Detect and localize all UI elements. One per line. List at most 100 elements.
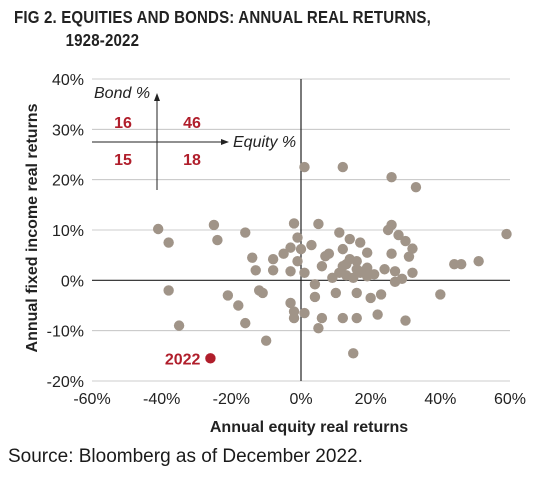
data-point [208, 219, 220, 231]
data-point [288, 312, 300, 324]
axes [92, 79, 510, 381]
data-point [295, 243, 307, 255]
y-tick-label: -20% [47, 374, 84, 391]
x-tick-label: 20% [355, 391, 387, 408]
data-point [435, 289, 446, 300]
inset-count-top-left: 16 [114, 115, 132, 132]
y-tick-label: -10% [47, 324, 84, 341]
x-tick-label: 0% [289, 391, 312, 408]
y-tick-label: 40% [52, 72, 84, 89]
inset-count-bottom-left: 15 [114, 152, 132, 169]
quadrant-inset: Bond % Equity % 16 46 15 18 [92, 85, 296, 190]
y-tick-label: 10% [52, 223, 84, 240]
data-point [285, 242, 296, 253]
data-point [386, 248, 397, 259]
data-point [456, 259, 467, 270]
highlight-point-2022 [205, 353, 216, 364]
data-point [323, 248, 335, 259]
x-tick-label: -20% [213, 391, 250, 408]
data-point [355, 237, 366, 248]
data-point [260, 335, 272, 346]
data-point [292, 232, 303, 243]
data-point [473, 256, 484, 267]
source-note: Source: Bloomberg as of December 2022. [8, 446, 363, 467]
data-point [240, 317, 251, 329]
data-point [173, 320, 185, 331]
data-point [407, 267, 418, 278]
data-point [288, 218, 300, 229]
data-point [309, 279, 321, 290]
tick-labels: -20% -10% 0% 10% 20% 30% 40% -60% -40% -20% 0% 20% 4… [47, 72, 526, 408]
x-axis-label: Annual equity real returns [210, 419, 408, 436]
data-point [375, 289, 387, 300]
data-point [361, 247, 373, 258]
inset-count-top-right: 46 [183, 115, 201, 132]
data-point [389, 266, 401, 277]
data-point [351, 256, 362, 267]
x-tick-label: 40% [424, 391, 456, 408]
data-point [337, 161, 348, 173]
data-point [313, 218, 324, 230]
data-point [299, 267, 310, 278]
data-points: 2022 [152, 161, 512, 368]
y-axis-label: Annual fixed income real returns [24, 103, 41, 352]
data-point [361, 262, 373, 273]
inset-bond-label: Bond % [94, 85, 150, 102]
data-point [222, 290, 234, 301]
data-point [330, 287, 342, 299]
y-tick-label: 30% [52, 122, 84, 139]
data-point [250, 265, 261, 276]
data-point [348, 348, 359, 359]
data-point [393, 229, 404, 241]
data-point [501, 228, 512, 240]
data-point [334, 227, 345, 238]
data-point [285, 266, 296, 277]
data-point [344, 233, 355, 245]
data-point [337, 243, 348, 255]
data-point [313, 322, 324, 334]
data-point [285, 297, 296, 309]
chart-title: FIG 2. EQUITIES AND BONDS: ANNUAL REAL R… [14, 6, 431, 52]
data-point [212, 234, 223, 246]
x-tick-label: -40% [143, 391, 180, 408]
data-point [351, 287, 362, 299]
chart-title-line1: FIG 2. EQUITIES AND BONDS: ANNUAL REAL R… [14, 7, 431, 27]
highlight-label-2022: 2022 [165, 351, 201, 368]
data-point [368, 269, 380, 280]
data-point [386, 171, 397, 183]
data-point [163, 237, 174, 248]
data-point [316, 261, 328, 272]
chart-title-line2: 1928-2022 [65, 30, 140, 50]
data-point [306, 239, 317, 251]
x-tick-label: -60% [73, 391, 110, 408]
data-point [247, 252, 258, 263]
data-point [400, 235, 411, 247]
data-point [233, 300, 244, 311]
data-point [386, 219, 397, 231]
data-point [403, 251, 415, 262]
data-point [292, 256, 303, 267]
inset-count-bottom-right: 18 [183, 152, 201, 169]
y-tick-label: 0% [61, 273, 84, 290]
data-point [365, 292, 376, 304]
y-tick-label: 20% [52, 173, 84, 190]
inset-arrow-right [221, 139, 229, 145]
data-point [372, 309, 383, 320]
data-point [278, 248, 289, 259]
data-point [267, 253, 279, 265]
data-point [337, 312, 348, 324]
data-point [316, 312, 328, 324]
data-point [257, 287, 268, 299]
inset-equity-label: Equity % [233, 134, 296, 151]
data-point [410, 182, 422, 193]
data-point [163, 285, 174, 296]
inset-arrow-up [154, 93, 160, 101]
data-point [299, 307, 310, 319]
data-point [240, 227, 251, 238]
data-point [379, 264, 390, 275]
data-point [396, 273, 408, 285]
x-tick-label: 60% [494, 391, 526, 408]
data-point [400, 315, 411, 326]
data-point [267, 265, 279, 276]
data-point [407, 243, 418, 254]
